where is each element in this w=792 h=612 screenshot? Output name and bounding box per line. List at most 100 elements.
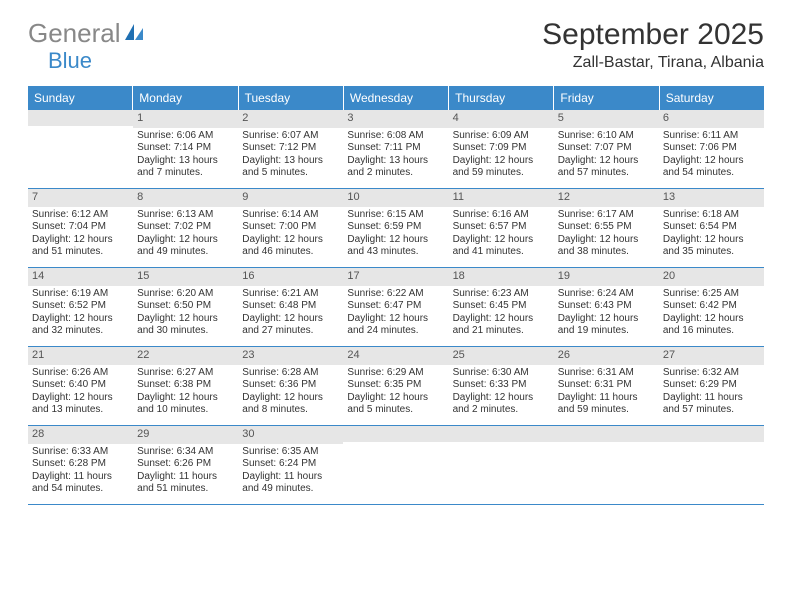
day-number: 29 xyxy=(133,426,238,444)
day-body: Sunrise: 6:19 AMSunset: 6:52 PMDaylight:… xyxy=(28,286,133,342)
day-body: Sunrise: 6:17 AMSunset: 6:55 PMDaylight:… xyxy=(554,207,659,263)
day-line: Daylight: 12 hours xyxy=(32,313,129,326)
day-number: 19 xyxy=(554,268,659,286)
day-cell: 21Sunrise: 6:26 AMSunset: 6:40 PMDayligh… xyxy=(28,347,133,425)
day-body: Sunrise: 6:12 AMSunset: 7:04 PMDaylight:… xyxy=(28,207,133,263)
day-line: Daylight: 12 hours xyxy=(453,392,550,405)
day-header: Thursday xyxy=(449,86,554,110)
day-line: Sunrise: 6:19 AM xyxy=(32,288,129,301)
day-body: Sunrise: 6:30 AMSunset: 6:33 PMDaylight:… xyxy=(449,365,554,421)
day-body: Sunrise: 6:08 AMSunset: 7:11 PMDaylight:… xyxy=(343,128,448,184)
day-line: and 49 minutes. xyxy=(242,483,339,496)
day-number xyxy=(659,426,764,442)
day-cell: 15Sunrise: 6:20 AMSunset: 6:50 PMDayligh… xyxy=(133,268,238,346)
day-line: and 27 minutes. xyxy=(242,325,339,338)
day-line: Sunset: 6:36 PM xyxy=(242,379,339,392)
day-header: Tuesday xyxy=(239,86,344,110)
day-body xyxy=(28,126,133,132)
day-line: Daylight: 12 hours xyxy=(242,392,339,405)
day-cell: 2Sunrise: 6:07 AMSunset: 7:12 PMDaylight… xyxy=(238,110,343,188)
day-line: Sunrise: 6:28 AM xyxy=(242,367,339,380)
day-line: Sunrise: 6:33 AM xyxy=(32,446,129,459)
day-body: Sunrise: 6:25 AMSunset: 6:42 PMDaylight:… xyxy=(659,286,764,342)
day-line: Daylight: 12 hours xyxy=(558,155,655,168)
day-number xyxy=(554,426,659,442)
day-line: Daylight: 12 hours xyxy=(32,234,129,247)
day-cell: 11Sunrise: 6:16 AMSunset: 6:57 PMDayligh… xyxy=(449,189,554,267)
day-line: Sunset: 7:00 PM xyxy=(242,221,339,234)
day-body: Sunrise: 6:16 AMSunset: 6:57 PMDaylight:… xyxy=(449,207,554,263)
day-line: Daylight: 12 hours xyxy=(453,313,550,326)
day-cell: 19Sunrise: 6:24 AMSunset: 6:43 PMDayligh… xyxy=(554,268,659,346)
day-line: Daylight: 12 hours xyxy=(558,313,655,326)
day-number: 3 xyxy=(343,110,448,128)
day-line: Sunset: 6:45 PM xyxy=(453,300,550,313)
day-number xyxy=(28,110,133,126)
day-body: Sunrise: 6:31 AMSunset: 6:31 PMDaylight:… xyxy=(554,365,659,421)
day-body: Sunrise: 6:28 AMSunset: 6:36 PMDaylight:… xyxy=(238,365,343,421)
day-line: and 2 minutes. xyxy=(347,167,444,180)
day-cell xyxy=(659,426,764,504)
day-body: Sunrise: 6:14 AMSunset: 7:00 PMDaylight:… xyxy=(238,207,343,263)
day-line: Sunset: 6:52 PM xyxy=(32,300,129,313)
day-line: and 5 minutes. xyxy=(242,167,339,180)
day-body: Sunrise: 6:06 AMSunset: 7:14 PMDaylight:… xyxy=(133,128,238,184)
day-line: Sunset: 6:55 PM xyxy=(558,221,655,234)
header: General Blue September 2025 Zall-Bastar,… xyxy=(0,0,792,80)
day-header: Saturday xyxy=(660,86,764,110)
day-number: 1 xyxy=(133,110,238,128)
day-line: Daylight: 12 hours xyxy=(347,313,444,326)
day-number: 7 xyxy=(28,189,133,207)
day-cell: 7Sunrise: 6:12 AMSunset: 7:04 PMDaylight… xyxy=(28,189,133,267)
day-line: Sunset: 6:42 PM xyxy=(663,300,760,313)
day-number: 5 xyxy=(554,110,659,128)
day-line: Sunrise: 6:32 AM xyxy=(663,367,760,380)
day-line: Sunset: 6:57 PM xyxy=(453,221,550,234)
day-line: and 19 minutes. xyxy=(558,325,655,338)
day-line: Sunset: 7:14 PM xyxy=(137,142,234,155)
day-line: and 13 minutes. xyxy=(32,404,129,417)
day-line: Daylight: 13 hours xyxy=(347,155,444,168)
day-line: Sunrise: 6:34 AM xyxy=(137,446,234,459)
day-line: Daylight: 11 hours xyxy=(32,471,129,484)
week-row: 14Sunrise: 6:19 AMSunset: 6:52 PMDayligh… xyxy=(28,268,764,347)
day-number: 21 xyxy=(28,347,133,365)
week-row: 21Sunrise: 6:26 AMSunset: 6:40 PMDayligh… xyxy=(28,347,764,426)
day-line: and 49 minutes. xyxy=(137,246,234,259)
day-line: and 2 minutes. xyxy=(453,404,550,417)
day-cell: 30Sunrise: 6:35 AMSunset: 6:24 PMDayligh… xyxy=(238,426,343,504)
day-header: Wednesday xyxy=(344,86,449,110)
day-line: Daylight: 12 hours xyxy=(137,313,234,326)
week-row: 28Sunrise: 6:33 AMSunset: 6:28 PMDayligh… xyxy=(28,426,764,505)
day-number: 8 xyxy=(133,189,238,207)
day-line: Sunrise: 6:11 AM xyxy=(663,130,760,143)
day-line: Sunrise: 6:21 AM xyxy=(242,288,339,301)
day-number: 12 xyxy=(554,189,659,207)
day-line: and 35 minutes. xyxy=(663,246,760,259)
day-line: and 24 minutes. xyxy=(347,325,444,338)
day-line: and 57 minutes. xyxy=(663,404,760,417)
day-body xyxy=(659,442,764,448)
day-line: Sunset: 6:29 PM xyxy=(663,379,760,392)
day-cell: 6Sunrise: 6:11 AMSunset: 7:06 PMDaylight… xyxy=(659,110,764,188)
day-cell xyxy=(449,426,554,504)
day-line: Sunset: 6:33 PM xyxy=(453,379,550,392)
week-row: 7Sunrise: 6:12 AMSunset: 7:04 PMDaylight… xyxy=(28,189,764,268)
day-number: 30 xyxy=(238,426,343,444)
day-line: Sunrise: 6:12 AM xyxy=(32,209,129,222)
day-line: Sunset: 6:26 PM xyxy=(137,458,234,471)
day-line: Daylight: 12 hours xyxy=(453,155,550,168)
day-cell: 27Sunrise: 6:32 AMSunset: 6:29 PMDayligh… xyxy=(659,347,764,425)
day-body xyxy=(343,442,448,448)
day-line: and 43 minutes. xyxy=(347,246,444,259)
day-line: Daylight: 12 hours xyxy=(242,234,339,247)
day-header: Monday xyxy=(133,86,238,110)
day-line: and 5 minutes. xyxy=(347,404,444,417)
day-number: 13 xyxy=(659,189,764,207)
day-number: 16 xyxy=(238,268,343,286)
day-line: Sunrise: 6:16 AM xyxy=(453,209,550,222)
calendar: SundayMondayTuesdayWednesdayThursdayFrid… xyxy=(28,86,764,505)
day-line: Sunset: 6:35 PM xyxy=(347,379,444,392)
day-number: 23 xyxy=(238,347,343,365)
day-number: 18 xyxy=(449,268,554,286)
